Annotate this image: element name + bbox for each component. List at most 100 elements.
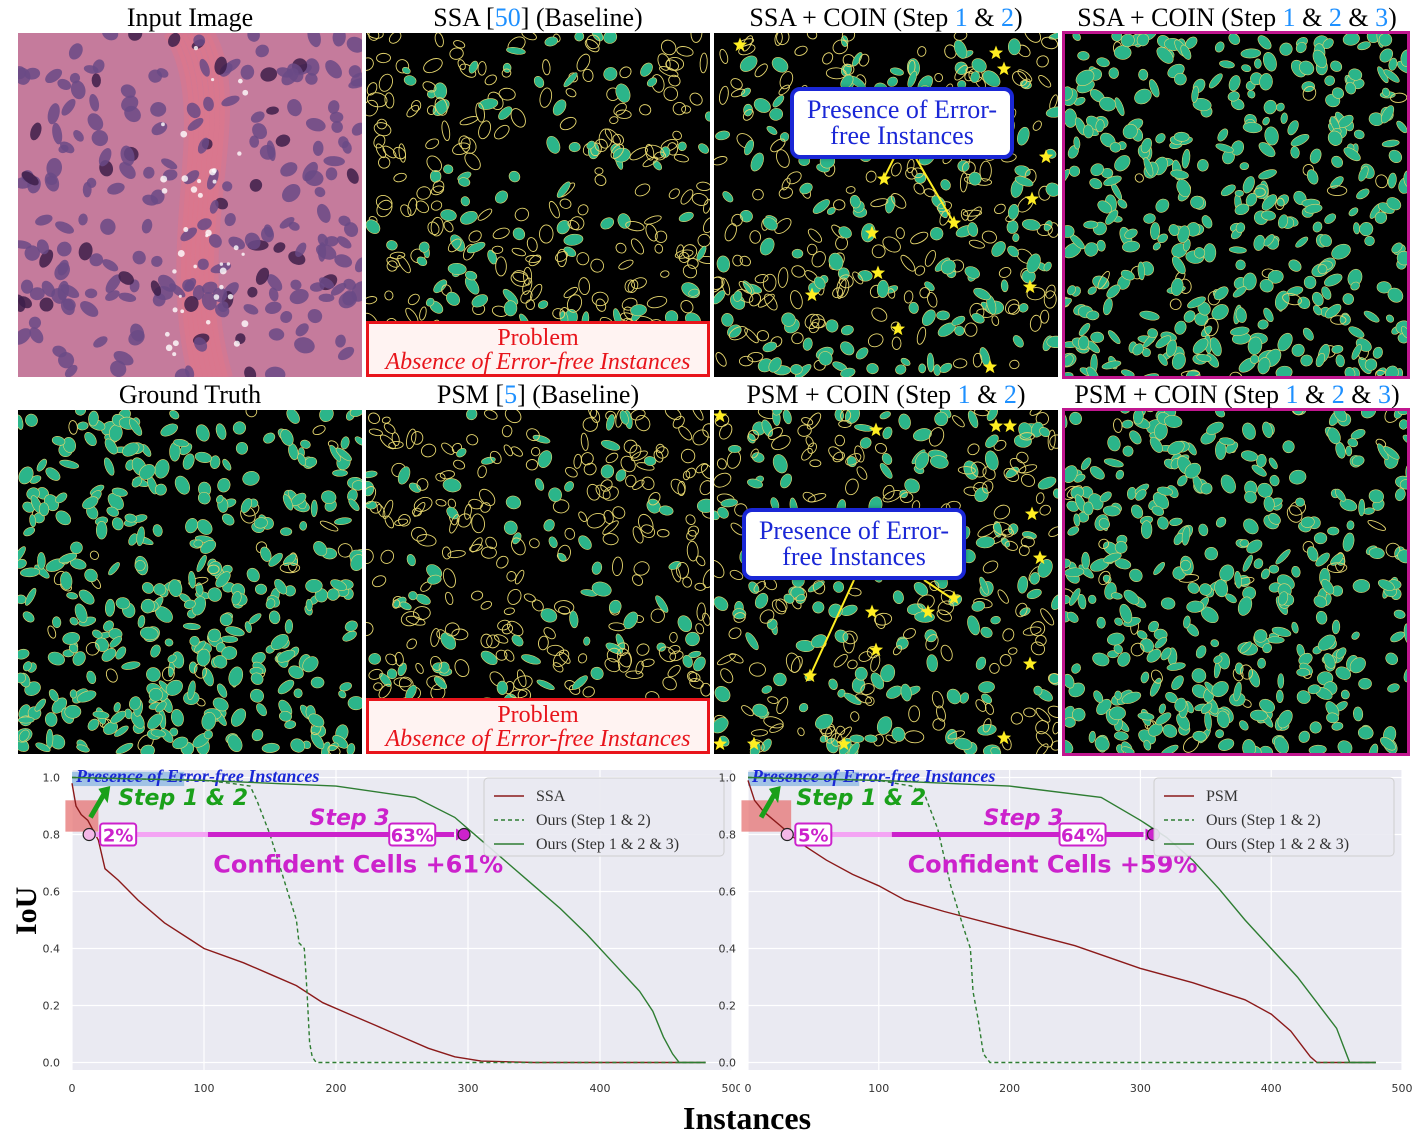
nucleus	[1183, 615, 1191, 629]
nucleus	[841, 33, 856, 42]
nucleus	[764, 293, 778, 311]
nucleus	[380, 549, 395, 564]
nucleus	[543, 627, 556, 640]
nucleus	[1045, 284, 1056, 299]
nucleus	[654, 243, 664, 254]
nucleus	[781, 312, 796, 327]
nucleus	[1374, 211, 1388, 224]
legend	[1153, 777, 1395, 857]
nucleus	[602, 533, 619, 546]
nucleus	[480, 650, 498, 665]
title-ssa-coin-12: SSA + COIN (Step 1 & 2)	[749, 3, 1023, 32]
nucleus	[1172, 256, 1186, 275]
nucleus	[1045, 106, 1058, 118]
legend-entry: Ours (Step 1 & 2)	[536, 812, 651, 829]
nucleus	[64, 704, 82, 719]
legend-entry: SSA	[536, 788, 566, 805]
nucleus	[1327, 526, 1340, 536]
nucleus	[881, 453, 893, 465]
nucleus	[874, 442, 887, 454]
nucleus	[1343, 147, 1361, 162]
nucleus	[1193, 247, 1206, 259]
nucleus	[1155, 133, 1166, 144]
nucleus	[1083, 124, 1094, 139]
nucleus	[1214, 41, 1225, 53]
nucleus	[1119, 408, 1131, 414]
nucleus	[122, 442, 140, 457]
nucleus	[750, 152, 764, 172]
nucleus	[754, 63, 768, 78]
nucleus	[372, 575, 387, 588]
nucleus	[578, 511, 588, 523]
nucleus	[1247, 90, 1256, 99]
nucleus	[1072, 32, 1081, 41]
nucleus	[594, 174, 607, 186]
nucleus	[1399, 479, 1410, 490]
nucleus	[770, 138, 786, 153]
nucleus	[344, 620, 358, 632]
legend-entry: Ours (Step 1 & 2 & 3)	[1206, 836, 1349, 853]
nucleus	[1036, 55, 1049, 68]
legend-entry: PSM	[1206, 788, 1238, 805]
nucleus	[680, 189, 694, 205]
nucleus	[87, 718, 100, 731]
nucleus	[495, 256, 507, 277]
nucleus	[580, 432, 589, 451]
nucleus	[629, 147, 648, 161]
nucleus	[351, 480, 362, 491]
nucleus	[1026, 287, 1046, 301]
confident-cells-label: Confident Cells +59%	[908, 851, 1198, 879]
nucleus	[172, 736, 189, 750]
nucleus	[410, 100, 422, 112]
nucleus	[1139, 373, 1159, 379]
nucleus	[447, 238, 462, 253]
nucleus	[1114, 617, 1124, 626]
psm-coin123-mask	[1062, 408, 1410, 756]
nucleus	[407, 293, 420, 306]
nucleus	[154, 483, 167, 496]
nucleus	[268, 610, 281, 625]
nucleus	[416, 256, 428, 267]
nucleus	[771, 599, 787, 615]
nucleus	[668, 644, 681, 655]
nucleus	[447, 262, 467, 276]
nucleus	[1010, 712, 1024, 725]
title-ssa-baseline: SSA [50] (Baseline)	[433, 3, 643, 32]
nucleus	[384, 92, 395, 109]
nucleus	[1248, 668, 1261, 688]
nucleus	[1187, 582, 1200, 594]
nucleus	[1154, 636, 1168, 649]
nucleus	[347, 696, 362, 711]
nucleus	[58, 552, 78, 564]
nucleus	[468, 498, 483, 510]
y-tick-label: 0.8	[43, 829, 61, 842]
nucleus	[991, 241, 1006, 257]
nucleus	[74, 603, 88, 623]
nucleus	[918, 363, 927, 374]
nucleus	[1147, 328, 1158, 339]
nucleus	[216, 494, 224, 504]
nucleus	[460, 210, 478, 225]
nucleus	[1007, 245, 1019, 258]
nucleus	[615, 242, 627, 254]
nucleus	[558, 606, 571, 615]
nucleus	[378, 683, 392, 699]
nucleus	[45, 467, 61, 481]
nucleus	[936, 705, 946, 722]
nucleus	[776, 696, 789, 715]
nucleus	[1064, 567, 1085, 578]
nucleus	[525, 254, 542, 263]
nucleus	[630, 450, 648, 462]
nucleus	[682, 244, 698, 260]
nucleus	[47, 625, 57, 639]
nucleus	[1204, 546, 1218, 561]
nucleus	[968, 171, 982, 186]
nucleus	[368, 428, 383, 437]
nucleus	[1240, 664, 1253, 680]
nucleus	[925, 634, 939, 651]
nucleus	[1062, 558, 1071, 569]
nucleus	[603, 33, 618, 44]
nucleus	[676, 244, 685, 258]
nucleus	[1381, 87, 1390, 97]
nucleus	[494, 634, 509, 644]
